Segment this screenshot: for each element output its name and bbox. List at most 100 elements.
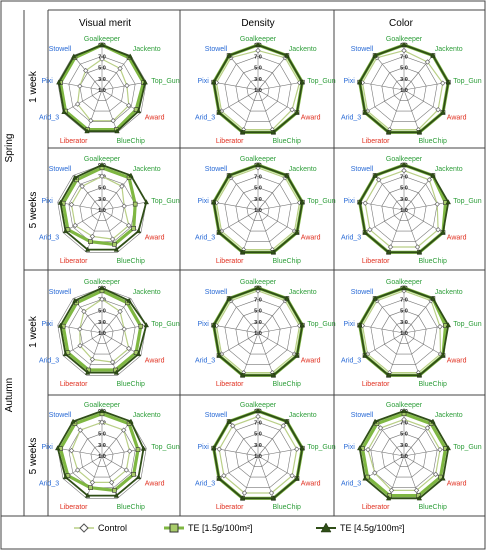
axis-label-top-gun: Top_Gun xyxy=(453,444,482,451)
radar-spoke xyxy=(213,81,259,91)
point-te45-arid-3 xyxy=(216,229,222,235)
radar-ring xyxy=(224,298,292,366)
point-te45-liberator xyxy=(239,249,246,255)
radar-tick-label: 5.0 xyxy=(400,432,408,438)
radar-spoke xyxy=(86,209,103,253)
axis-label-bluechip: BlueChip xyxy=(273,381,302,388)
axis-label-liberator: Liberator xyxy=(216,504,244,511)
point-te45-pixi xyxy=(211,322,217,328)
point-te15-liberator xyxy=(88,485,93,491)
series-line-control xyxy=(215,167,301,251)
axis-label-top-gun: Top_Gun xyxy=(453,78,482,85)
axis-label-jackento: Jackento xyxy=(133,46,161,53)
radar-tick-label: 5.0 xyxy=(98,186,106,192)
series-line-te45 xyxy=(212,164,304,254)
point-te45-top-gun xyxy=(445,322,451,328)
point-te45-top-gun xyxy=(142,79,148,85)
season-label-spring: Spring xyxy=(4,134,15,163)
point-te45-pixi xyxy=(57,199,64,205)
radar-ring xyxy=(79,67,125,112)
legend-marker-te15 xyxy=(169,523,179,533)
radar-tick-label: 5.0 xyxy=(254,186,262,192)
axis-label-stowell: Stowell xyxy=(351,166,374,173)
point-te45-stowell xyxy=(72,297,78,303)
point-control-top-gun xyxy=(440,80,446,86)
point-te45-bluechip xyxy=(270,249,277,255)
point-te15-award xyxy=(131,471,136,477)
series-line-control xyxy=(367,418,441,491)
axis-label-goalkeeper: Goalkeeper xyxy=(84,279,121,286)
radar-tick-label: 3.0 xyxy=(98,443,106,449)
axis-label-goalkeeper: Goalkeeper xyxy=(386,156,423,163)
radar-ring xyxy=(392,321,416,344)
radar-spoke xyxy=(364,455,405,479)
radar-ring xyxy=(246,78,270,101)
panel-grid-lines xyxy=(1,9,485,517)
point-control-arid-3 xyxy=(372,470,378,476)
radar-panel-spring-5-weeks-visual-merit: 1.03.05.07.09.0GoalkeeperJackentoTop_Gun… xyxy=(39,156,180,265)
radar-spoke xyxy=(62,89,103,113)
point-control-liberator xyxy=(89,356,96,363)
axis-label-stowell: Stowell xyxy=(49,46,72,53)
axis-label-arid-3: Arid_3 xyxy=(341,235,361,242)
point-te45-top-gun xyxy=(140,445,147,451)
point-te45-stowell xyxy=(72,174,78,180)
series-line-te45 xyxy=(358,287,450,377)
radar-tick-label: 1.0 xyxy=(98,454,106,460)
axis-label-liberator: Liberator xyxy=(60,138,88,145)
point-te45-stowell xyxy=(372,52,378,58)
radar-tick-label: 3.0 xyxy=(400,77,408,83)
point-te45-goalkeeper xyxy=(99,285,105,290)
point-te45-award xyxy=(135,351,142,357)
axis-label-arid-3: Arid_3 xyxy=(341,115,361,122)
radar-ring xyxy=(235,67,281,112)
point-te15-award xyxy=(131,226,136,231)
col-header-color: Color xyxy=(389,18,414,29)
point-te45-liberator xyxy=(84,246,91,252)
radar-spoke xyxy=(257,209,298,233)
point-te45-pixi xyxy=(211,199,217,205)
axis-label-arid-3: Arid_3 xyxy=(39,235,59,242)
point-te45-pixi xyxy=(357,322,363,328)
radar-panel-autumn-1-week-color: 1.03.05.07.09.0GoalkeeperJackentoTop_Gun… xyxy=(341,279,482,388)
axis-label-jackento: Jackento xyxy=(133,166,161,173)
radar-spoke xyxy=(218,89,259,113)
radar-spoke xyxy=(72,421,103,457)
point-te45-pixi xyxy=(357,445,363,451)
point-te45-arid-3 xyxy=(362,229,368,235)
point-te45-jackento xyxy=(430,418,436,424)
axis-label-goalkeeper: Goalkeeper xyxy=(240,279,277,286)
point-control-stowell xyxy=(375,177,382,183)
legend-label-te15: TE [1.5g/100m²] xyxy=(188,523,253,533)
point-control-pixi xyxy=(68,201,75,208)
point-te45-award xyxy=(135,108,142,114)
radar-spoke xyxy=(403,332,444,356)
point-control-goalkeeper xyxy=(255,413,261,420)
legend: Control TE [1.5g/100m²] TE [4.5g/100m²] xyxy=(74,522,405,533)
axis-label-goalkeeper: Goalkeeper xyxy=(240,156,277,163)
series-line-te45 xyxy=(212,287,304,377)
radar-ring xyxy=(68,298,136,366)
radar-tick-label: 5.0 xyxy=(400,66,408,72)
point-control-goalkeeper xyxy=(99,419,105,425)
axis-label-liberator: Liberator xyxy=(362,381,390,388)
axis-label-pixi: Pixi xyxy=(198,321,210,328)
point-te45-pixi xyxy=(56,79,62,85)
axis-label-bluechip: BlueChip xyxy=(273,138,302,145)
axis-label-arid-3: Arid_3 xyxy=(39,481,59,488)
axis-label-pixi: Pixi xyxy=(344,444,356,451)
axis-label-goalkeeper: Goalkeeper xyxy=(240,402,277,409)
radar-panel-spring-5-weeks-color: 1.03.05.07.09.0GoalkeeperJackentoTop_Gun… xyxy=(341,156,482,265)
axis-label-goalkeeper: Goalkeeper xyxy=(84,36,121,43)
axis-label-arid-3: Arid_3 xyxy=(195,358,215,365)
radar-tick-label: 1.0 xyxy=(400,88,408,94)
point-te45-jackento xyxy=(430,295,436,301)
point-te45-pixi xyxy=(211,445,217,451)
point-te45-arid-3 xyxy=(62,228,69,234)
series-line-control xyxy=(361,49,444,131)
radar-tick-label: 1.0 xyxy=(254,454,262,460)
point-te45-pixi xyxy=(357,199,363,205)
axis-label-top-gun: Top_Gun xyxy=(453,198,482,205)
point-control-jackento xyxy=(117,308,123,315)
